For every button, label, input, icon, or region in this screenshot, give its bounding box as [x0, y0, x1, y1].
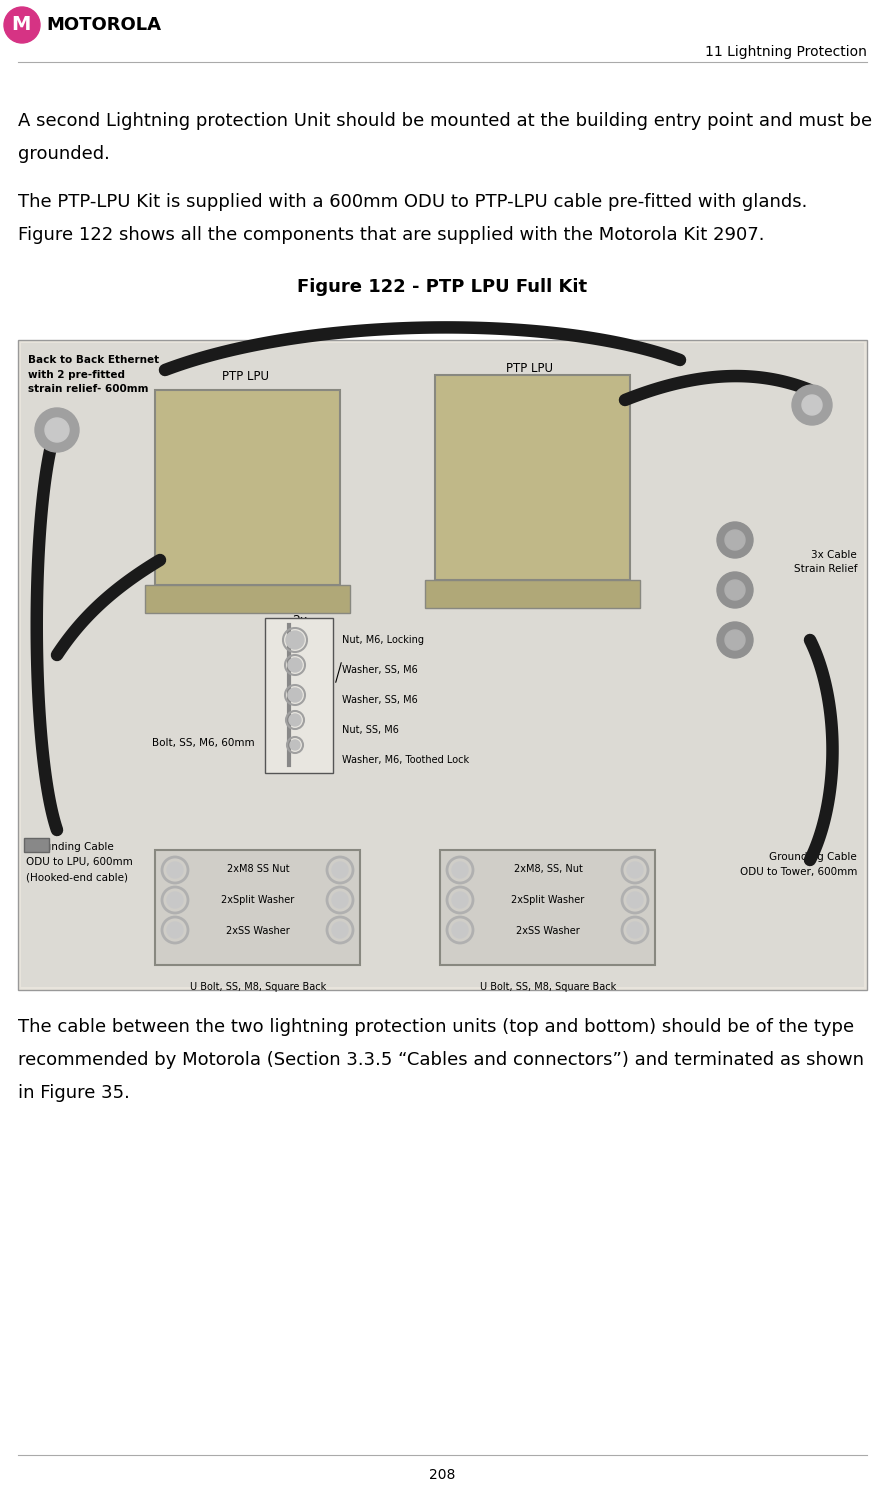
Text: Washer, SS, M6: Washer, SS, M6: [342, 665, 418, 675]
Text: U Bolt, SS, M8, Square Back: U Bolt, SS, M8, Square Back: [480, 982, 616, 992]
Text: 2xSS Washer: 2xSS Washer: [516, 926, 580, 937]
Text: in Figure 35.: in Figure 35.: [18, 1085, 130, 1103]
Bar: [425, 580, 640, 608]
Text: PTP LPU: PTP LPU: [506, 362, 553, 375]
Circle shape: [725, 580, 745, 601]
Circle shape: [332, 862, 348, 878]
Text: 2xSplit Washer: 2xSplit Washer: [221, 895, 295, 905]
Circle shape: [35, 408, 79, 453]
Text: Washer, SS, M6: Washer, SS, M6: [342, 695, 418, 705]
Text: MOTOROLA: MOTOROLA: [46, 16, 161, 34]
Text: M: M: [12, 15, 31, 34]
Bar: [265, 619, 333, 772]
Text: Strain Relief: Strain Relief: [794, 565, 857, 574]
Bar: [155, 390, 340, 586]
Text: Bolt, SS, M6, 60mm: Bolt, SS, M6, 60mm: [152, 738, 255, 748]
Text: with 2 pre-fitted: with 2 pre-fitted: [28, 371, 125, 379]
Text: grounded.: grounded.: [18, 145, 110, 163]
Circle shape: [717, 572, 753, 608]
Text: 2xM8 SS Nut: 2xM8 SS Nut: [227, 864, 289, 874]
Circle shape: [167, 862, 183, 878]
Circle shape: [286, 630, 304, 648]
Circle shape: [288, 689, 302, 702]
Text: Grounding Cable: Grounding Cable: [769, 852, 857, 862]
Text: Back to Back Ethernet: Back to Back Ethernet: [28, 356, 159, 365]
Text: 3x Cable: 3x Cable: [812, 550, 857, 560]
Circle shape: [332, 892, 348, 908]
Circle shape: [725, 530, 745, 550]
Circle shape: [717, 521, 753, 557]
Text: 2xSS Washer: 2xSS Washer: [227, 926, 290, 937]
Circle shape: [452, 862, 468, 878]
Circle shape: [792, 385, 832, 424]
Circle shape: [627, 892, 643, 908]
Text: 2xM8, SS, Nut: 2xM8, SS, Nut: [513, 864, 582, 874]
Circle shape: [802, 394, 822, 415]
Circle shape: [627, 922, 643, 938]
Text: The PTP-LPU Kit is supplied with a 600mm ODU to PTP-LPU cable pre-fitted with gl: The PTP-LPU Kit is supplied with a 600mm…: [18, 193, 807, 211]
Circle shape: [452, 892, 468, 908]
Text: 2xSplit Washer: 2xSplit Washer: [512, 895, 585, 905]
Text: recommended by Motorola (Section 3.3.5 “Cables and connectors”) and terminated a: recommended by Motorola (Section 3.3.5 “…: [18, 1050, 864, 1070]
Text: ODU to LPU, 600mm: ODU to LPU, 600mm: [26, 858, 133, 867]
Bar: [18, 341, 867, 991]
Text: The cable between the two lightning protection units (top and bottom) should be : The cable between the two lightning prot…: [18, 1017, 854, 1035]
Text: Grounding Cable: Grounding Cable: [26, 843, 114, 852]
Text: Figure 122 - PTP LPU Full Kit: Figure 122 - PTP LPU Full Kit: [297, 278, 587, 296]
Text: Nut, M6, Locking: Nut, M6, Locking: [342, 635, 424, 645]
Bar: [440, 850, 655, 965]
Bar: [435, 375, 630, 580]
Bar: [155, 850, 360, 965]
Circle shape: [289, 714, 301, 726]
Text: U Bolt, SS, M8, Square Back: U Bolt, SS, M8, Square Back: [190, 982, 327, 992]
Circle shape: [4, 7, 40, 43]
Text: ODU to Tower, 600mm: ODU to Tower, 600mm: [740, 867, 857, 877]
Text: strain relief- 600mm: strain relief- 600mm: [28, 384, 149, 394]
Circle shape: [167, 892, 183, 908]
Circle shape: [717, 622, 753, 657]
Circle shape: [332, 922, 348, 938]
Bar: [24, 838, 49, 852]
Circle shape: [45, 418, 69, 442]
Bar: [145, 586, 350, 613]
Text: 11 Lightning Protection: 11 Lightning Protection: [705, 45, 867, 58]
Bar: [21, 344, 864, 988]
Circle shape: [288, 657, 302, 672]
Text: Washer, M6, Toothed Lock: Washer, M6, Toothed Lock: [342, 754, 469, 765]
Text: 2x: 2x: [292, 614, 308, 627]
Circle shape: [627, 862, 643, 878]
Circle shape: [167, 922, 183, 938]
Text: Figure 122 shows all the components that are supplied with the Motorola Kit 2907: Figure 122 shows all the components that…: [18, 226, 765, 244]
Text: (Hooked-end cable): (Hooked-end cable): [26, 872, 128, 881]
Text: A second Lightning protection Unit should be mounted at the building entry point: A second Lightning protection Unit shoul…: [18, 112, 872, 130]
Circle shape: [725, 630, 745, 650]
Text: 208: 208: [429, 1469, 455, 1482]
Circle shape: [290, 740, 300, 750]
Text: Nut, SS, M6: Nut, SS, M6: [342, 725, 399, 735]
Text: PTP LPU: PTP LPU: [221, 371, 268, 382]
Circle shape: [452, 922, 468, 938]
